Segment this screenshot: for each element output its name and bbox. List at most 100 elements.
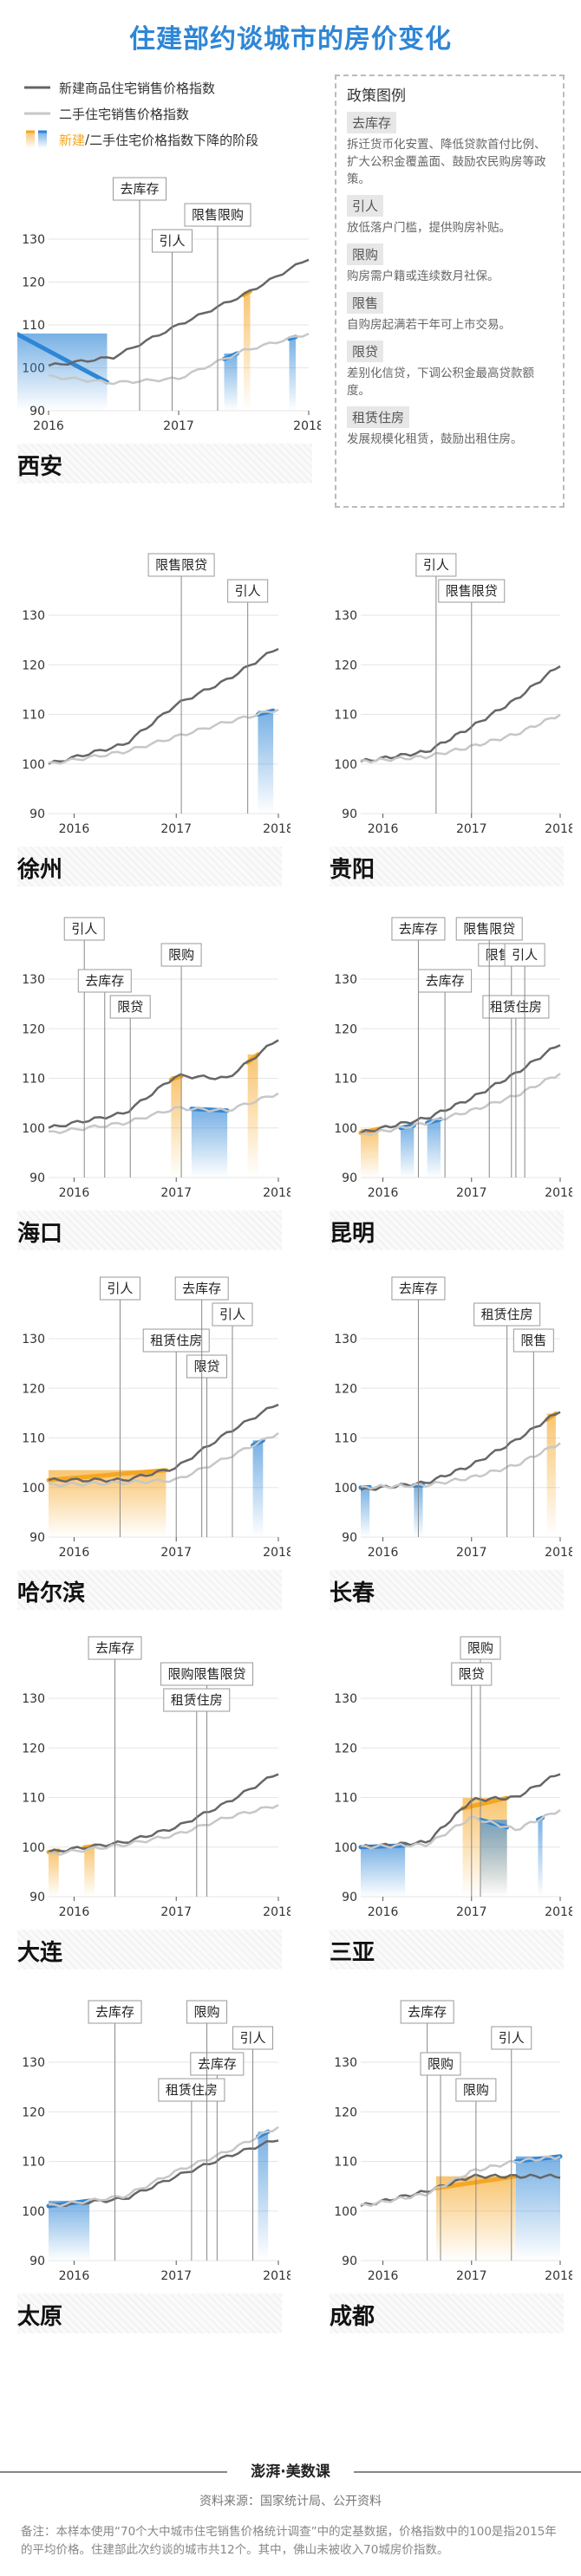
new-price-line: [360, 1044, 561, 1134]
policy-tag: [438, 579, 506, 603]
policy-tag-label: 去库存: [399, 1281, 438, 1296]
legend-used-label: 二手住宅销售价格指数: [59, 106, 190, 122]
policy-tag-label: 租赁住房: [481, 1307, 533, 1322]
decline-segment: [17, 331, 109, 385]
decline-band: [258, 2132, 269, 2261]
y-tick-label: 90: [342, 2255, 357, 2268]
policy-tag-label: 限购: [168, 947, 194, 963]
policy-tag-label: 去库存: [426, 973, 465, 989]
x-tick-label: 2016: [59, 2269, 90, 2283]
footnote: 备注：本样本使用“70个大中城市住宅销售价格统计调查”中的定基数据，价格指数中的…: [21, 2525, 557, 2557]
city-name: 三亚: [330, 1940, 375, 1966]
y-tick-label: 100: [22, 1482, 45, 1496]
y-tick-label: 130: [22, 1692, 45, 1706]
y-tick-label: 110: [334, 1432, 357, 1446]
used-price-line: [48, 332, 310, 386]
policy-desc: 自购房起满若干年可上市交易。: [347, 318, 511, 332]
x-tick-label: 2017: [456, 1546, 487, 1560]
x-tick-label: 2017: [160, 822, 192, 836]
decline-band: [515, 2156, 560, 2261]
decline-band: [427, 1119, 441, 1178]
y-tick-label: 130: [22, 2056, 45, 2070]
policy-tag-label: 引人: [235, 583, 261, 599]
y-tick-label: 130: [22, 609, 45, 623]
decline-band: [361, 1128, 379, 1178]
decline-band: [401, 1125, 415, 1178]
policy-item: 限购 购房需户籍或连续数月社保。: [347, 243, 552, 285]
policy-tag: [418, 969, 473, 993]
x-tick-label: 2016: [59, 1186, 90, 1200]
city-chart: 90 100 110 120 130 2016 2017 2018 去库存 引人 去库存 租赁住房 限购…: [17, 1993, 290, 2335]
policy-tag-label: 限购限售限贷: [168, 1666, 246, 1682]
policy-tag: [152, 229, 193, 253]
policy-tag-label: 限购: [194, 2004, 220, 2020]
legend-decline-sep: /: [85, 132, 90, 147]
used-line-swatch: [24, 112, 50, 115]
y-tick-label: 100: [334, 1482, 357, 1496]
new-price-line: [48, 1773, 279, 1853]
policy-tag: [415, 553, 457, 577]
policy-name: 去库存: [347, 112, 397, 133]
decline-band: [480, 1820, 507, 1897]
legend-used: 二手住宅销售价格指数: [24, 101, 328, 127]
y-tick-label: 90: [342, 808, 357, 821]
policy-tag-label: 限购: [467, 1640, 493, 1656]
x-tick-label: 2018: [545, 2269, 572, 2283]
chart-legend: 新建商品住宅销售价格指数 二手住宅销售价格指数 新建 / 二手住宅价格指数下降的阶段: [24, 75, 328, 152]
used-price-line: [360, 1808, 561, 1850]
policy-tag: [504, 943, 545, 967]
city-label-strip: 贵阳: [330, 847, 564, 886]
policy-tag-label: 去库存: [120, 181, 159, 197]
city-label-strip: 海口: [17, 1210, 282, 1250]
used-price-line: [360, 713, 561, 764]
y-tick-label: 110: [334, 1792, 357, 1806]
policy-tag-label: 限售限贷: [463, 921, 515, 937]
policy-tag: [184, 203, 251, 227]
policy-tag: [455, 917, 523, 941]
policy-tag: [186, 1354, 228, 1379]
decline-band: [17, 333, 108, 411]
decline-band: [171, 1075, 182, 1178]
y-tick-label: 90: [342, 1531, 357, 1545]
city-name: 长春: [330, 1580, 375, 1606]
policy-tag-label: 限购: [428, 2056, 454, 2072]
y-tick-label: 120: [334, 1742, 357, 1755]
policy-tag: [190, 2052, 245, 2076]
policy-tag: [391, 917, 446, 941]
chart-svg: 90100110120130201620172018去库存限售限贷去库存租赁住房…: [334, 917, 572, 1200]
policy-item: 租赁住房 发展规模化租赁，鼓励出租住房。: [347, 406, 552, 448]
policy-tag-label: 限贷: [194, 1359, 220, 1374]
policy-legend-heading: 政策图例: [347, 88, 406, 105]
x-tick-label: 2016: [368, 1546, 399, 1560]
policy-tag-label: 去库存: [399, 921, 438, 937]
city-label-strip: 三亚: [330, 1930, 564, 1969]
decline-band: [361, 1845, 406, 1897]
y-tick-label: 90: [342, 1891, 357, 1904]
policy-tag: [163, 1688, 231, 1712]
x-tick-label: 2018: [545, 822, 572, 836]
y-tick-label: 120: [334, 1022, 357, 1036]
x-tick-label: 2016: [59, 822, 90, 836]
decline-band: [258, 711, 274, 814]
y-tick-label: 90: [29, 2255, 45, 2268]
y-tick-label: 120: [22, 1742, 45, 1755]
city-chart: 90 100 110 120 130 2016 2017 2018 限售限贷 引人 徐州: [17, 546, 290, 888]
policy-tag-label: 引人: [499, 2030, 525, 2046]
policy-tag-label: 引人: [107, 1281, 133, 1296]
y-tick-label: 120: [22, 659, 45, 672]
used-price-line: [48, 708, 279, 765]
policy-tag: [391, 1276, 446, 1301]
y-tick-label: 120: [334, 2106, 357, 2119]
policy-tag: [77, 969, 132, 993]
decline-band: [546, 1413, 556, 1537]
new-price-line: [48, 1039, 279, 1129]
x-tick-label: 2016: [368, 2269, 399, 2283]
city-chart: 90 100 110 120 130 2016 2017 2018 引人 引人 租赁住房 限贷 去库存哈…: [17, 1269, 290, 1612]
legend-new-label: 新建商品住宅销售价格指数: [59, 80, 216, 96]
y-tick-label: 110: [22, 1792, 45, 1806]
x-tick-label: 2016: [368, 822, 399, 836]
new-line-swatch: [24, 86, 50, 89]
policy-tag: [63, 917, 105, 941]
